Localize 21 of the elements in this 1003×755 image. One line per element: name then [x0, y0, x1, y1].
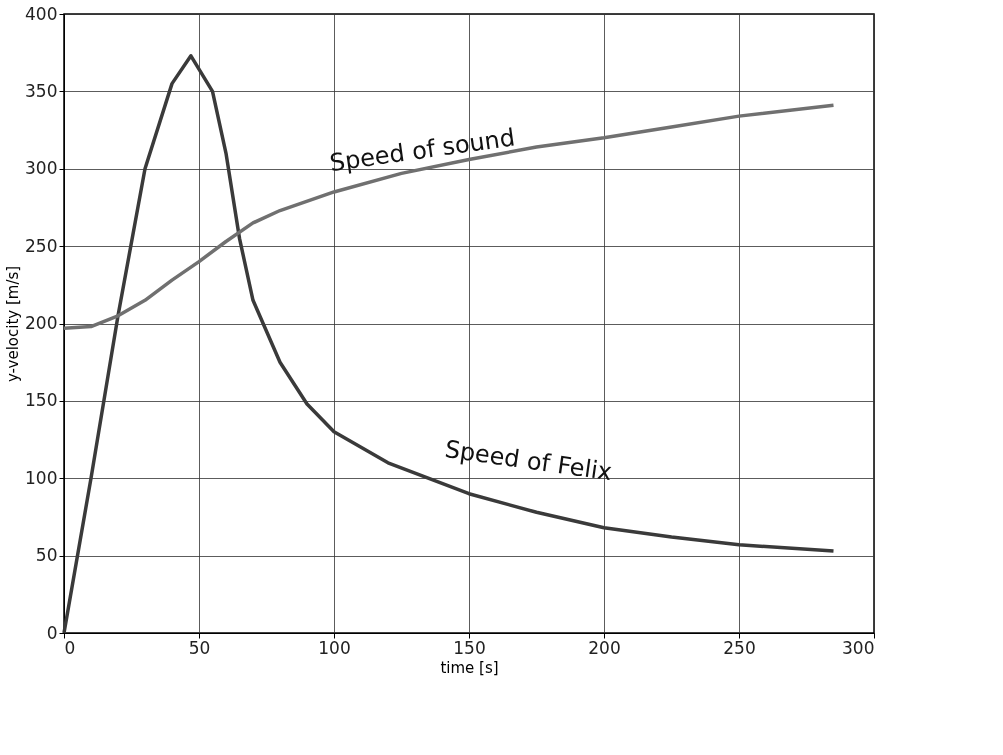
text: Speed of Felix [443, 435, 614, 487]
y-tick-label: 200 [25, 313, 58, 333]
y-axis-title: y-velocity [m/s] [4, 265, 23, 383]
x-tick-label: 250 [723, 637, 756, 658]
y-tick-label: 350 [25, 80, 58, 101]
y-tick-label: 0 [46, 622, 58, 643]
x-tick-label: 100 [318, 637, 351, 658]
y-tick-label: 50 [35, 545, 58, 566]
x-axis-title: time [s] [440, 658, 499, 677]
y-tick-label: 300 [25, 158, 58, 179]
x-tick-label: 300 [842, 637, 875, 658]
y-tick-label: 250 [25, 235, 58, 256]
y-tick-label: 100 [25, 467, 58, 488]
y-tick-label: 400 [25, 3, 58, 24]
x-tick-label: 50 [188, 637, 211, 658]
x-tick-label: 200 [588, 637, 621, 658]
x-tick-label: 0 [64, 637, 76, 658]
y-tick-label: 150 [25, 390, 58, 411]
x-tick-label: 150 [453, 637, 486, 658]
text: Speed of sound [328, 123, 517, 178]
line-series [62, 103, 836, 330]
